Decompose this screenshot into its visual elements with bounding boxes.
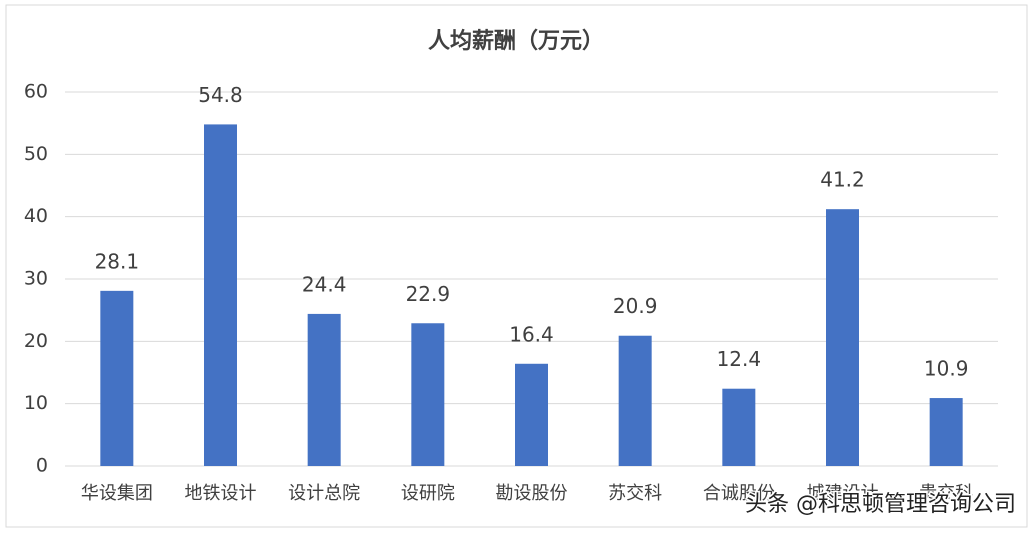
bar	[100, 290, 134, 466]
y-tick-label: 40	[24, 205, 48, 227]
bar	[411, 323, 445, 466]
value-label: 10.9	[924, 357, 969, 381]
bar	[515, 363, 548, 466]
bar	[307, 313, 341, 466]
value-label: 16.4	[509, 322, 554, 346]
bar	[618, 335, 652, 466]
value-label: 22.9	[406, 282, 451, 306]
value-label: 54.8	[198, 83, 243, 107]
x-tick-label: 设研院	[401, 483, 455, 504]
x-tick-label: 设计总院	[288, 483, 360, 504]
y-tick-label: 20	[24, 330, 48, 352]
y-tick-label: 50	[24, 143, 48, 165]
y-tick-label: 10	[24, 392, 48, 414]
bar	[929, 398, 963, 466]
x-tick-label: 合诚股份	[703, 483, 775, 504]
x-tick-label: 贵交科	[919, 483, 973, 504]
x-tick-label: 城建设计	[807, 483, 879, 504]
bar	[826, 209, 859, 467]
x-tick-label: 苏交科	[608, 483, 662, 504]
value-label: 24.4	[302, 272, 347, 296]
value-label: 28.1	[95, 249, 140, 273]
bar	[204, 124, 237, 466]
y-tick-label: 60	[24, 81, 48, 103]
x-tick-label: 地铁设计	[185, 483, 257, 504]
y-tick-label: 30	[24, 268, 48, 290]
value-label: 12.4	[717, 347, 762, 371]
value-label: 20.9	[613, 294, 658, 318]
x-tick-label: 勘设股份	[496, 483, 568, 504]
value-label: 41.2	[820, 168, 865, 192]
x-tick-label: 华设集团	[81, 483, 153, 504]
bar	[722, 388, 756, 466]
watermark: 头条 @科思顿管理咨询公司	[745, 492, 1016, 517]
chart-title: 人均薪酬（万元）	[428, 28, 604, 54]
y-tick-label: 0	[36, 455, 48, 477]
